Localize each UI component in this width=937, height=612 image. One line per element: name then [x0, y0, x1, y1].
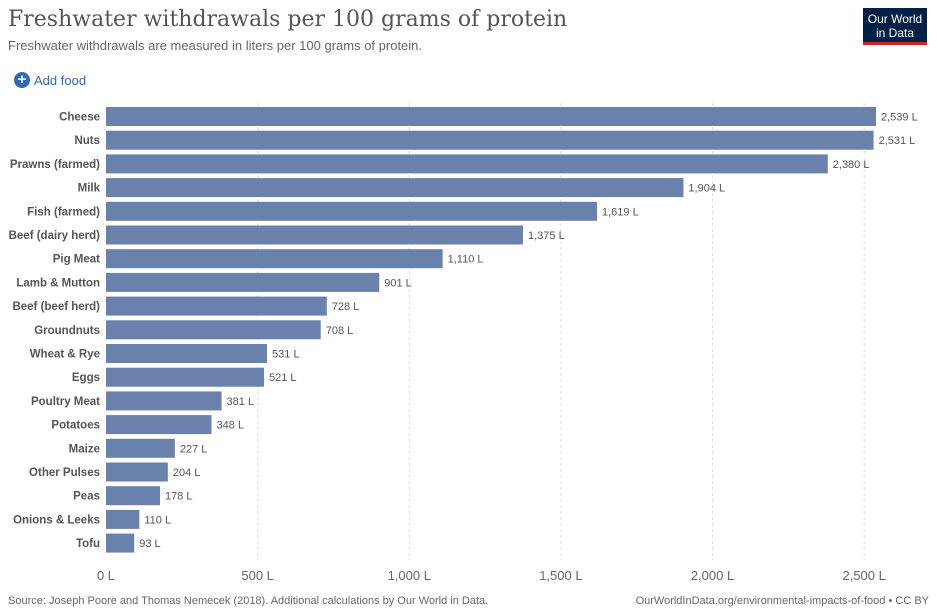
add-food-label: Add food	[34, 72, 87, 88]
bar	[106, 415, 212, 435]
chart-subtitle: Freshwater withdrawals are measured in l…	[8, 38, 423, 53]
category-label: Onions & Leeks	[13, 514, 100, 526]
category-label: Cheese	[59, 112, 100, 124]
bar	[106, 225, 523, 245]
bar	[106, 107, 876, 126]
data-label: 204 L	[173, 467, 201, 479]
category-label: Fish (farmed)	[27, 206, 100, 218]
bar	[106, 178, 684, 198]
data-label: 1,904 L	[688, 183, 725, 195]
bar	[106, 344, 268, 363]
bar	[106, 130, 874, 150]
data-label: 381 L	[227, 396, 255, 408]
logo-line-2: in Data	[875, 26, 915, 40]
category-label: Other Pulses	[29, 467, 100, 479]
category-label: Lamb & Mutton	[16, 277, 100, 289]
plus-circle-icon: +	[14, 72, 30, 88]
data-label: 93 L	[139, 538, 160, 550]
bar	[106, 296, 327, 316]
logo-line-1: Our World	[867, 12, 923, 26]
category-label: Beef (dairy herd)	[9, 230, 101, 242]
category-label: Potatoes	[51, 420, 100, 432]
bar	[106, 509, 140, 529]
source-note: Source: Joseph Poore and Thomas Nemecek …	[8, 595, 489, 607]
data-label: 348 L	[217, 420, 245, 432]
category-label: Peas	[73, 491, 100, 503]
bar	[106, 391, 222, 411]
owid-logo[interactable]: Our World in Data	[863, 8, 927, 45]
bar	[106, 272, 380, 292]
data-label: 2,539 L	[881, 112, 918, 124]
data-label: 2,380 L	[833, 159, 870, 171]
x-tick-label: 1,500 L	[539, 568, 582, 583]
category-label: Maize	[69, 443, 100, 455]
bar	[106, 249, 443, 269]
category-label: Groundnuts	[34, 325, 100, 337]
data-label: 1,110 L	[448, 254, 484, 266]
data-label: 521 L	[269, 372, 297, 384]
bar	[106, 438, 175, 458]
add-food-button[interactable]: + Add food	[14, 72, 86, 88]
category-label: Wheat & Rye	[30, 349, 100, 361]
data-label: 708 L	[326, 325, 354, 337]
data-label: 1,375 L	[528, 230, 565, 242]
data-label: 2,531 L	[879, 135, 916, 147]
x-tick-label: 1,000 L	[388, 568, 431, 583]
category-label: Milk	[78, 183, 101, 195]
x-tick-label: 500 L	[241, 568, 274, 583]
data-label: 901 L	[384, 277, 412, 289]
bar-chart: 0 L 500 L 1,000 L 1,500 L 2,000 L 2,500 L Chee…	[9, 103, 918, 583]
data-label: 178 L	[165, 491, 193, 503]
x-tick-label: 0 L	[97, 568, 115, 583]
source-link[interactable]: OurWorldInData.org/environmental-impacts…	[635, 595, 929, 607]
x-tick-label: 2,000 L	[691, 568, 734, 583]
bar	[106, 486, 160, 506]
data-label: 227 L	[180, 443, 208, 455]
data-label: 531 L	[272, 349, 300, 361]
category-label: Pig Meat	[53, 254, 100, 266]
bar	[106, 367, 265, 387]
data-label: 728 L	[332, 301, 360, 313]
category-label: Poultry Meat	[31, 396, 100, 408]
chart-title: Freshwater withdrawals per 100 grams of …	[8, 7, 568, 32]
category-label: Nuts	[74, 135, 100, 147]
bar	[106, 154, 828, 174]
bar	[106, 533, 135, 553]
bar	[106, 201, 597, 221]
category-label: Eggs	[72, 372, 100, 384]
category-label: Prawns (farmed)	[10, 159, 100, 171]
x-tick-label: 2,500 L	[842, 568, 885, 583]
bar	[106, 462, 168, 482]
category-label: Beef (beef herd)	[12, 301, 100, 313]
bar	[106, 320, 321, 340]
category-label: Tofu	[76, 538, 100, 550]
data-label: 110 L	[144, 514, 171, 526]
data-label: 1,619 L	[602, 206, 639, 218]
